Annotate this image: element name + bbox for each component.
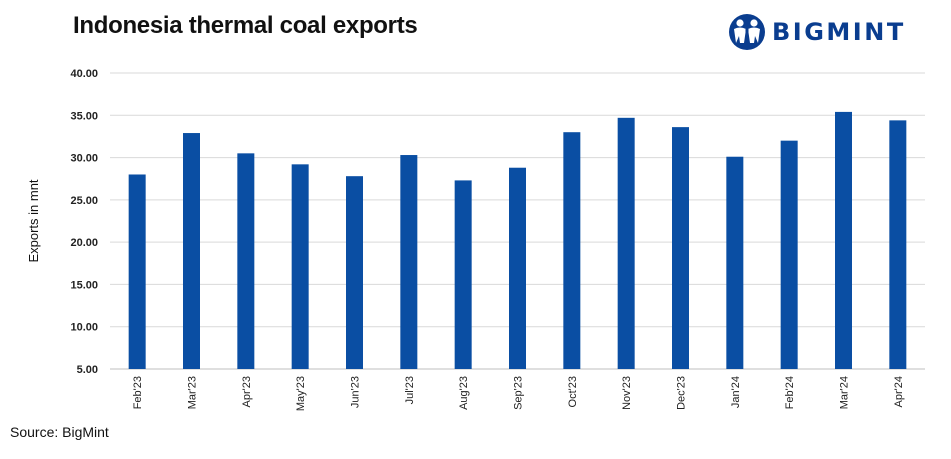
bar <box>835 111 852 369</box>
y-tick-label: 20.00 <box>70 237 98 249</box>
bar <box>454 180 472 369</box>
bar <box>672 127 689 369</box>
x-tick-label: Apr'24 <box>893 376 905 407</box>
bar <box>183 133 200 369</box>
bar <box>509 167 526 369</box>
x-tick-label: Jan'24 <box>730 376 742 408</box>
bar <box>291 164 309 369</box>
y-tick-label: 5.00 <box>77 364 98 376</box>
y-tick-label: 10.00 <box>70 322 98 334</box>
logo-text: BIGMINT <box>772 18 906 46</box>
y-tick-labels: 5.00 10.00 15.00 20.00 25.00 30.00 35.00 40.00 <box>70 68 98 376</box>
x-tick-labels: Feb'23 Mar'23 Apr'23 May'23 Jun'23 Jul'23 Aug'… <box>132 376 905 411</box>
bar <box>780 140 798 369</box>
x-tick-label: Feb'23 <box>132 376 144 409</box>
bar <box>400 155 418 369</box>
y-tick-label: 25.00 <box>70 195 98 207</box>
bar <box>617 117 635 369</box>
x-tick-label: May'23 <box>295 376 307 411</box>
x-tick-label: Oct'23 <box>567 376 579 407</box>
bar <box>726 156 744 369</box>
x-tick-label: Mar'23 <box>187 376 199 409</box>
bar <box>128 174 146 369</box>
logo-people-icon <box>729 14 765 50</box>
source-note: Source: BigMint <box>10 424 109 440</box>
x-tick-label: Aug'23 <box>458 376 470 410</box>
x-tick-label: Sep'23 <box>513 376 525 410</box>
bar <box>563 132 581 369</box>
x-tick-label: Apr'23 <box>241 376 253 407</box>
x-tick-label: Dec'23 <box>676 376 688 410</box>
bar <box>346 176 363 369</box>
chart-title: Indonesia thermal coal exports <box>73 12 418 39</box>
y-tick-label: 30.00 <box>70 153 98 165</box>
bars <box>128 111 907 369</box>
y-axis-label: Exports in mnt <box>26 179 41 262</box>
bigmint-logo: BIGMINT <box>728 10 906 54</box>
bar <box>237 153 255 369</box>
y-tick-label: 40.00 <box>70 68 98 80</box>
x-tick-label: Jun'23 <box>350 376 362 408</box>
y-tick-label: 15.00 <box>70 279 98 291</box>
y-tick-label: 35.00 <box>70 110 98 122</box>
x-tick-label: Feb'24 <box>784 376 796 409</box>
bar <box>889 120 907 369</box>
x-tick-label: Mar'24 <box>839 376 851 409</box>
x-tick-label: Jul'23 <box>404 376 416 404</box>
x-tick-label: Nov'23 <box>621 376 633 410</box>
